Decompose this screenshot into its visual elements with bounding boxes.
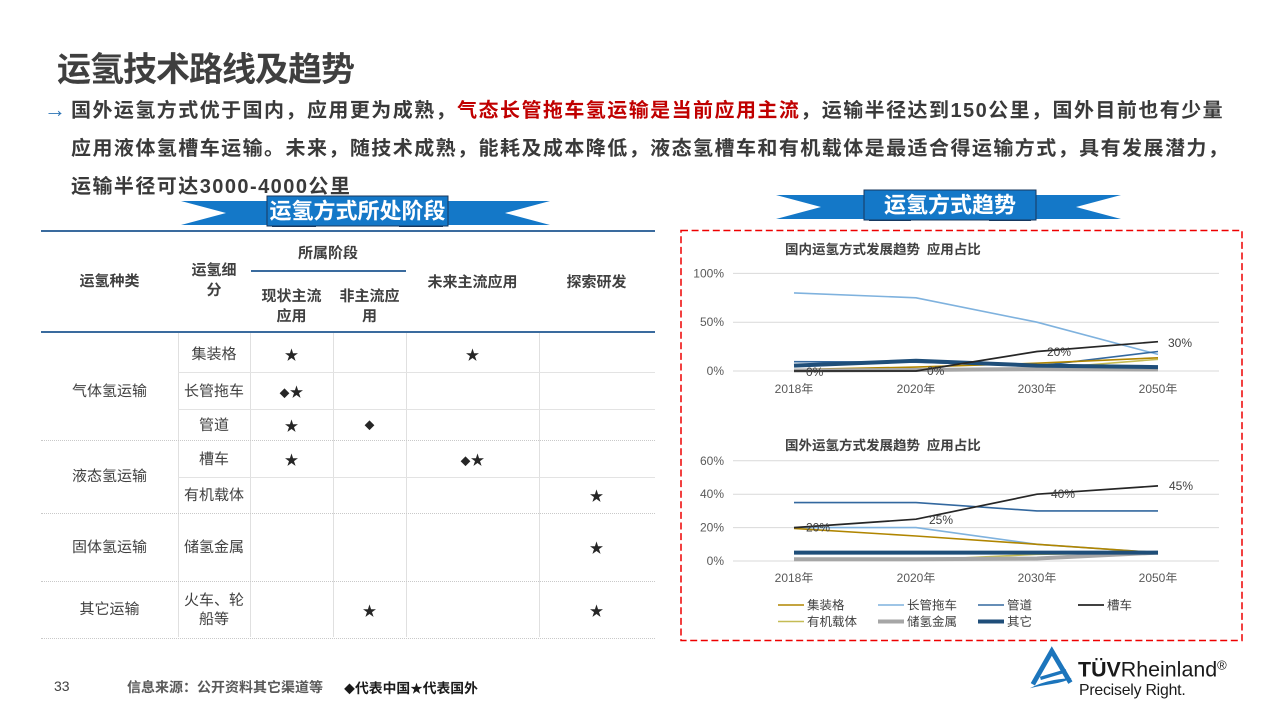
svg-text:50%: 50%	[700, 315, 724, 329]
svg-text:0%: 0%	[927, 364, 945, 378]
svg-text:运氢方式所处阶段: 运氢方式所处阶段	[269, 199, 445, 224]
svg-text:长管拖车: 长管拖车	[907, 599, 957, 613]
svg-text:40%: 40%	[700, 487, 724, 501]
svg-text:2030年: 2030年	[1018, 571, 1057, 585]
svg-text:45%: 45%	[1169, 479, 1193, 493]
svg-text:0%: 0%	[707, 364, 725, 378]
svg-text:100%: 100%	[693, 266, 724, 280]
svg-text:2020年: 2020年	[897, 571, 936, 585]
svg-text:其它: 其它	[1007, 615, 1032, 629]
svg-text:2020年: 2020年	[897, 382, 936, 396]
svg-text:20%: 20%	[700, 521, 724, 535]
svg-text:国外运氢方式发展趋势 应用占比: 国外运氢方式发展趋势 应用占比	[785, 438, 981, 453]
svg-text:0%: 0%	[806, 365, 824, 379]
svg-text:2050年: 2050年	[1139, 571, 1178, 585]
svg-text:20%: 20%	[806, 521, 830, 535]
svg-text:TÜVRheinland®: TÜVRheinland®	[1078, 657, 1227, 682]
svg-text:储氢金属: 储氢金属	[907, 615, 957, 629]
svg-text:有机载体: 有机载体	[807, 615, 858, 629]
svg-text:2018年: 2018年	[775, 571, 814, 585]
svg-text:30%: 30%	[1168, 336, 1192, 350]
svg-text:40%: 40%	[1051, 487, 1075, 501]
svg-text:2018年: 2018年	[775, 382, 814, 396]
svg-text:Precisely Right.: Precisely Right.	[1079, 682, 1186, 699]
svg-text:2050年: 2050年	[1139, 382, 1178, 396]
svg-text:60%: 60%	[700, 454, 724, 468]
svg-text:集装格: 集装格	[807, 599, 845, 613]
svg-text:20%: 20%	[1047, 345, 1071, 359]
svg-text:运氢方式趋势: 运氢方式趋势	[884, 193, 1016, 218]
svg-text:25%: 25%	[929, 513, 953, 527]
svg-text:0%: 0%	[707, 554, 725, 568]
svg-text:国内运氢方式发展趋势 应用占比: 国内运氢方式发展趋势 应用占比	[785, 242, 981, 257]
svg-text:2030年: 2030年	[1018, 382, 1057, 396]
svg-text:槽车: 槽车	[1107, 599, 1132, 613]
svg-text:管道: 管道	[1007, 599, 1033, 613]
